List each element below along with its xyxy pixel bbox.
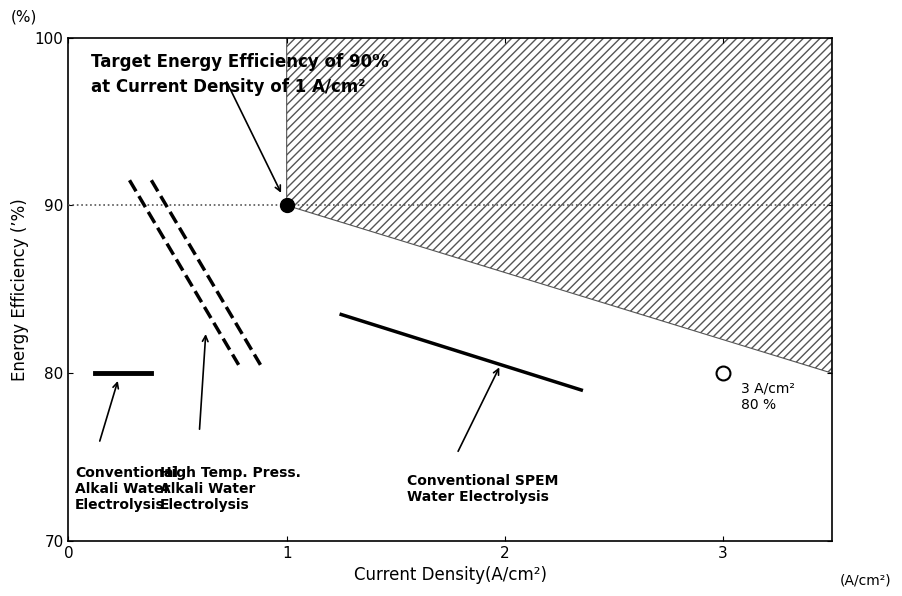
Text: (A/cm²): (A/cm²): [840, 574, 891, 588]
Text: Target Energy Efficiency of 90%
at Current Density of 1 A/cm²: Target Energy Efficiency of 90% at Curre…: [91, 52, 389, 96]
X-axis label: Current Density(A/cm²): Current Density(A/cm²): [354, 566, 547, 585]
Text: (%): (%): [11, 10, 38, 25]
Y-axis label: Energy Efficiency (’%): Energy Efficiency (’%): [11, 198, 29, 381]
Text: Conventional SPEM
Water Electrolysis: Conventional SPEM Water Electrolysis: [407, 474, 558, 504]
Polygon shape: [287, 38, 833, 373]
Text: 3 A/cm²
80 %: 3 A/cm² 80 %: [741, 381, 795, 412]
Text: Conventional
Alkali Water
Electrolysis: Conventional Alkali Water Electrolysis: [75, 465, 178, 512]
Text: High Temp. Press.
Alkali Water
Electrolysis: High Temp. Press. Alkali Water Electroly…: [160, 465, 301, 512]
